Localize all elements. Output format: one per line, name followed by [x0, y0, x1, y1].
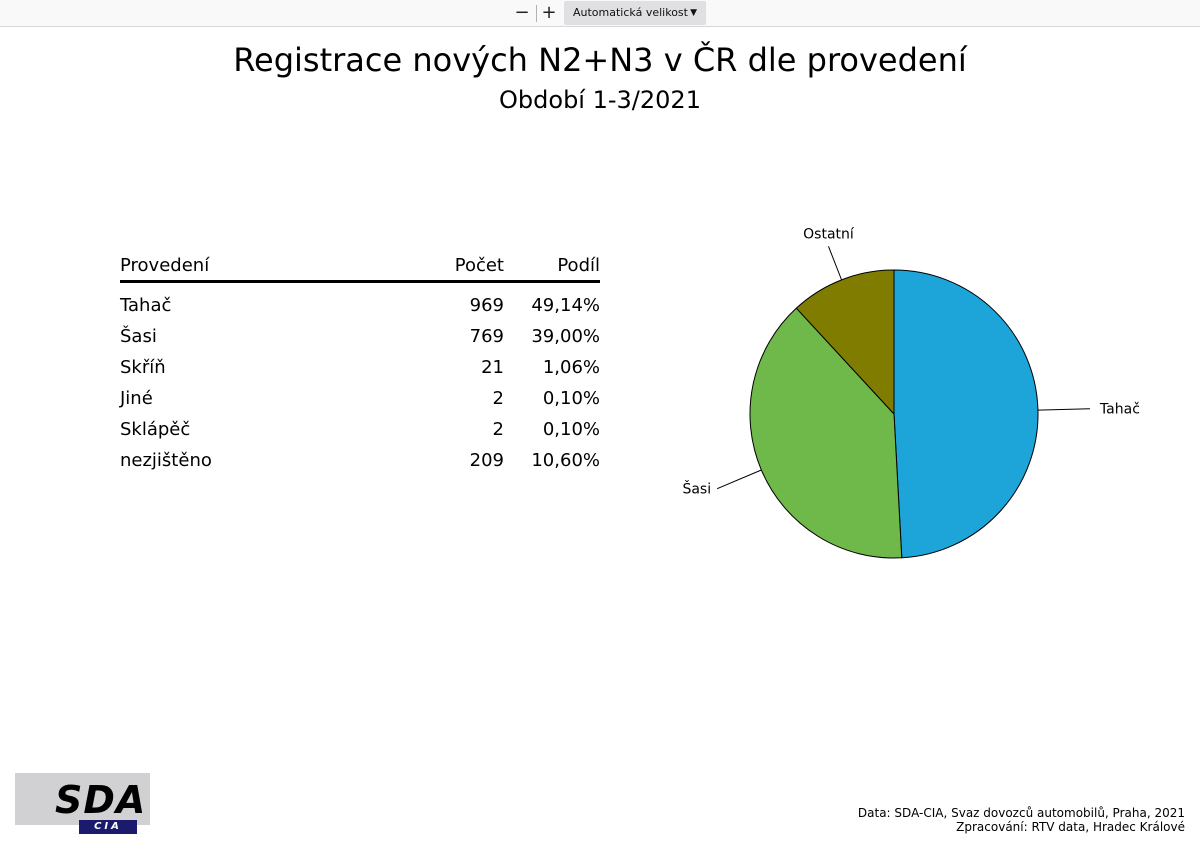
zoom-out-button[interactable]: −: [514, 2, 530, 23]
source-note: Data: SDA-CIA, Svaz dovozců automobilů, …: [858, 806, 1185, 834]
viewer-toolbar: − + Automatická velikost ▼: [0, 0, 1200, 27]
pie-label-2: Šasi: [682, 480, 711, 498]
cell-pocet: 209: [469, 450, 504, 471]
cell-provedeni: Tahač: [120, 295, 172, 316]
table-body: Tahač 969 49,14% Šasi 769 39,00% Skříň 2…: [120, 290, 600, 476]
pie-label-1: Tahač: [1099, 402, 1140, 418]
leader-line-2: [716, 469, 762, 490]
cell-podil: 1,06%: [542, 357, 600, 378]
cell-provedeni: Skříň: [120, 357, 166, 378]
toolbar-divider: [536, 5, 537, 22]
table-row: Šasi 769 39,00%: [120, 321, 600, 352]
logo-background: [15, 773, 150, 825]
pie-slice-3: [795, 269, 895, 416]
column-header-pocet: Počet: [454, 255, 504, 276]
cell-provedeni: Šasi: [120, 326, 157, 347]
zoom-select[interactable]: Automatická velikost ▼: [564, 1, 706, 25]
pie-label-3: Ostatní: [803, 226, 855, 242]
cell-podil: 49,14%: [531, 295, 600, 316]
table-row: Skříň 21 1,06%: [120, 352, 600, 383]
table-row: Tahač 969 49,14%: [120, 290, 600, 321]
leader-line-3: [828, 246, 843, 281]
cell-provedeni: Jiné: [120, 388, 153, 409]
data-table: Provedení Počet Podíl Tahač 969 49,14% Š…: [120, 252, 600, 471]
page-subtitle: Období 1-3/2021: [499, 86, 701, 114]
cell-pocet: 2: [492, 388, 504, 409]
table-row: nezjištěno 209 10,60%: [120, 445, 600, 476]
page-title: Registrace nových N2+N3 v ČR dle provede…: [233, 41, 967, 79]
chevron-down-icon: ▼: [690, 8, 697, 18]
logo-subtitle: CIA: [79, 820, 137, 834]
table-row: Sklápěč 2 0,10%: [120, 414, 600, 445]
cell-podil: 10,60%: [531, 450, 600, 471]
sda-logo: SDA CIA: [15, 773, 150, 834]
cell-pocet: 2: [492, 419, 504, 440]
cell-podil: 0,10%: [542, 388, 600, 409]
zoom-in-button[interactable]: +: [541, 2, 557, 23]
cell-pocet: 21: [481, 357, 504, 378]
table-row: Jiné 2 0,10%: [120, 383, 600, 414]
cell-pocet: 969: [469, 295, 504, 316]
processing-line: Zpracování: RTV data, Hradec Králové: [956, 820, 1185, 834]
logo-wordmark: SDA: [55, 778, 147, 822]
source-line: Data: SDA-CIA, Svaz dovozců automobilů, …: [857, 806, 1185, 820]
cell-podil: 39,00%: [531, 326, 600, 347]
table-header: Provedení Počet Podíl: [120, 252, 600, 280]
zoom-select-value: Automatická velikost: [573, 6, 688, 19]
column-header-provedeni: Provedení: [120, 255, 210, 276]
pie-slice-1: [893, 269, 1039, 559]
pie-chart: Tahač Šasi Ostatní: [682, 226, 1140, 559]
cell-podil: 0,10%: [542, 419, 600, 440]
leader-line-1: [1037, 408, 1090, 411]
cell-provedeni: nezjištěno: [120, 450, 212, 471]
cell-provedeni: Sklápěč: [120, 419, 191, 440]
header-rule: [120, 280, 600, 283]
cell-pocet: 769: [469, 326, 504, 347]
column-header-podil: Podíl: [557, 255, 600, 276]
